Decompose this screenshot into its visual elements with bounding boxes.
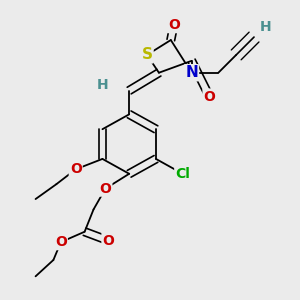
- Text: O: O: [168, 18, 180, 32]
- Text: O: O: [100, 182, 111, 196]
- Text: O: O: [203, 89, 215, 103]
- Text: S: S: [142, 47, 152, 62]
- Text: H: H: [260, 20, 272, 34]
- Text: O: O: [103, 234, 114, 248]
- Text: Cl: Cl: [175, 167, 190, 181]
- Text: H: H: [97, 78, 108, 92]
- Text: O: O: [70, 162, 82, 176]
- Text: N: N: [185, 65, 198, 80]
- Text: O: O: [55, 235, 67, 249]
